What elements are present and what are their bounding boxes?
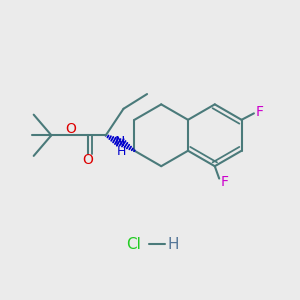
Text: H: H (117, 145, 126, 158)
Text: O: O (65, 122, 76, 136)
Text: Cl: Cl (126, 237, 141, 252)
Text: H: H (168, 237, 179, 252)
Text: O: O (83, 153, 94, 167)
Text: F: F (255, 105, 263, 119)
Text: N: N (115, 135, 125, 149)
Text: F: F (220, 175, 229, 188)
